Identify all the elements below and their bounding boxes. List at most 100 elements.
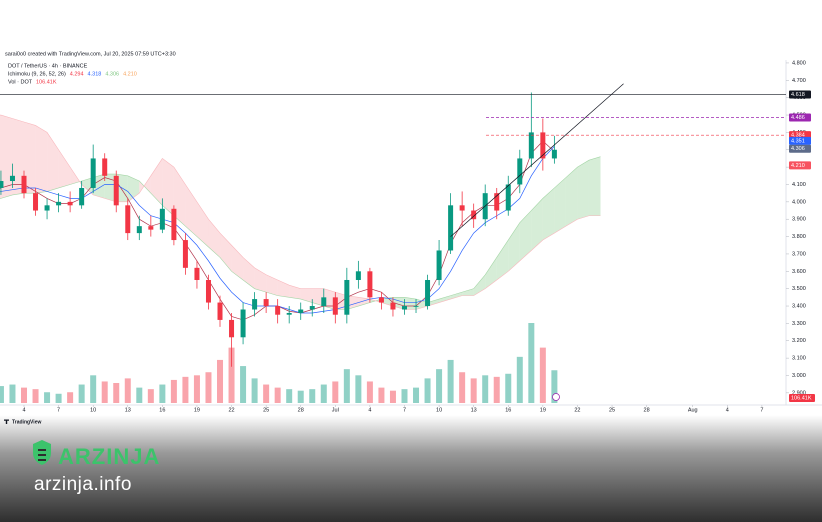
candle-body bbox=[401, 306, 407, 310]
volume-bar bbox=[263, 384, 270, 403]
price-label: 4.618 bbox=[791, 92, 805, 98]
volume-bar bbox=[459, 372, 466, 403]
cloud-segment bbox=[312, 288, 324, 307]
volume-bar bbox=[309, 389, 316, 403]
x-tick-label: 10 bbox=[436, 407, 442, 413]
volume-bar bbox=[101, 381, 108, 403]
candle-body bbox=[378, 297, 384, 303]
ichimoku-legend: Ichimoku (9, 26, 52, 26) bbox=[8, 71, 66, 77]
volume-bar bbox=[44, 392, 51, 403]
candle-body bbox=[171, 208, 177, 241]
volume-bar bbox=[447, 359, 454, 403]
price-label: 4.486 bbox=[791, 115, 805, 121]
candle-body bbox=[309, 306, 315, 310]
y-tick-label: 3.700 bbox=[792, 251, 806, 257]
candle-body bbox=[528, 132, 534, 159]
price-label: 4.384 bbox=[791, 133, 805, 139]
x-tick-label: 13 bbox=[125, 407, 131, 413]
cloud-segment bbox=[427, 299, 440, 307]
y-tick-label: 3.200 bbox=[792, 338, 806, 344]
cloud-segment bbox=[542, 187, 555, 241]
y-tick-label: 3.400 bbox=[792, 303, 806, 309]
volume-bar bbox=[493, 376, 500, 403]
x-tick-label: 19 bbox=[194, 407, 200, 413]
volume-bar bbox=[332, 381, 339, 403]
volume-bar bbox=[136, 387, 143, 403]
cloud-segment bbox=[35, 125, 48, 194]
candle-body bbox=[367, 271, 373, 298]
x-tick-label: 16 bbox=[159, 407, 165, 413]
x-tick-label: 7 bbox=[403, 407, 406, 413]
volume-bar bbox=[389, 390, 396, 403]
candle-body bbox=[471, 210, 477, 220]
cloud-segment bbox=[358, 297, 370, 307]
x-tick-label: 10 bbox=[90, 407, 96, 413]
y-tick-label: 4.000 bbox=[792, 199, 806, 205]
brand-site: arzinja.info bbox=[34, 474, 132, 495]
volume-bar bbox=[551, 370, 558, 403]
cloud-segment bbox=[496, 240, 509, 280]
candle-body bbox=[286, 312, 292, 315]
candle-body bbox=[44, 205, 50, 211]
price-label-box bbox=[789, 136, 811, 145]
banner bbox=[0, 415, 822, 522]
cloud-segment bbox=[335, 292, 347, 310]
credit: sarai0o0 created with TradingView.com, J… bbox=[5, 51, 176, 57]
volume-bar bbox=[193, 375, 200, 403]
volume-bar bbox=[366, 381, 373, 403]
volume-bar bbox=[320, 384, 327, 403]
volume-bar bbox=[182, 376, 189, 403]
volume-bar bbox=[482, 375, 489, 403]
y-tick-label: 3.600 bbox=[792, 269, 806, 275]
candle-body bbox=[9, 175, 15, 182]
candle-body bbox=[494, 193, 500, 211]
plot bbox=[0, 83, 786, 403]
volume-bar bbox=[170, 379, 177, 403]
cloud-segment bbox=[277, 279, 290, 298]
candle-body bbox=[240, 309, 246, 338]
volume-bar bbox=[159, 384, 166, 403]
volume-bar bbox=[67, 392, 74, 403]
candle-body bbox=[0, 181, 4, 188]
tv-icon bbox=[3, 419, 9, 424]
y-tick-label: 4.700 bbox=[792, 78, 806, 84]
cloud-segment bbox=[24, 121, 36, 194]
ichimoku-value: 4.294 bbox=[70, 71, 84, 77]
cloud-segment bbox=[519, 210, 532, 261]
x-tick-label: 4 bbox=[22, 407, 25, 413]
x-tick-label: 25 bbox=[609, 407, 615, 413]
x-tick-label: 4 bbox=[726, 407, 729, 413]
volume-bar bbox=[274, 387, 281, 403]
cloud-segment bbox=[231, 245, 244, 280]
cloud-segment bbox=[439, 295, 451, 303]
y-tick-label: 3.100 bbox=[792, 356, 806, 362]
cloud-segment bbox=[588, 156, 601, 216]
candle-body bbox=[21, 175, 27, 194]
cloud-segment bbox=[208, 219, 221, 258]
cloud-segment bbox=[58, 149, 71, 188]
volume-bar bbox=[401, 389, 408, 403]
x-tick-label: 7 bbox=[760, 407, 763, 413]
cloud-segment bbox=[531, 198, 543, 251]
candle-body bbox=[33, 193, 39, 211]
volume-bar bbox=[505, 373, 512, 403]
candle-body bbox=[252, 299, 258, 310]
candle-body bbox=[263, 299, 269, 307]
x-tick-label: 22 bbox=[228, 407, 234, 413]
y-tick-label: 4.100 bbox=[792, 182, 806, 188]
candle-body bbox=[136, 226, 142, 234]
price-label: 4.351 bbox=[791, 138, 805, 144]
cloud-segment bbox=[404, 297, 417, 310]
x-tick-label: Jul bbox=[332, 407, 339, 413]
candle-body bbox=[159, 208, 165, 230]
candle-body bbox=[551, 149, 557, 159]
candle-body bbox=[67, 201, 73, 206]
y-tick-label: 4.800 bbox=[792, 60, 806, 66]
volume-bar bbox=[228, 347, 235, 403]
y-tick-label: 3.800 bbox=[792, 234, 806, 240]
cloud-segment bbox=[0, 115, 13, 199]
candle-body bbox=[332, 297, 338, 315]
candle-body bbox=[344, 279, 350, 315]
x-tick-label: 28 bbox=[298, 407, 304, 413]
